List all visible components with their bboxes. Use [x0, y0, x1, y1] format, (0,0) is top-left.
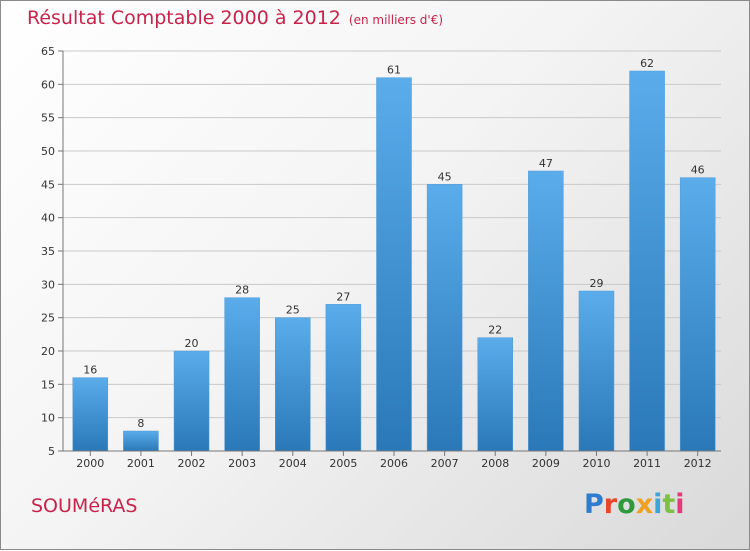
bar-2001	[123, 430, 159, 452]
bar-2007	[426, 184, 463, 452]
x-tick-label-2007: 2007	[431, 457, 459, 470]
chart-title-text: Résultat Comptable 2000 à 2012	[27, 7, 341, 29]
y-tick-label: 35	[41, 245, 55, 258]
logo-letter: P	[584, 489, 604, 520]
y-axis: 5 10 15 20 25 30 35 40 45 50 55 60 65	[41, 45, 64, 458]
data-label-2008: 22	[488, 324, 502, 337]
chart-title: Résultat Comptable 2000 à 2012 (en millie…	[27, 7, 443, 29]
data-label-2001: 8	[137, 417, 144, 430]
data-label-2000: 16	[83, 364, 97, 377]
x-tick-label-2009: 2009	[532, 457, 560, 470]
data-label-2002: 20	[185, 337, 199, 350]
logo-letter: o	[617, 489, 636, 520]
bar-2008	[477, 337, 513, 452]
y-tick-label: 40	[41, 212, 55, 225]
logo-letter: t	[662, 489, 676, 520]
bar-2012	[679, 177, 716, 452]
x-tick-label-2010: 2010	[582, 457, 610, 470]
x-tick-label-2000: 2000	[76, 457, 104, 470]
data-label-2006: 61	[387, 64, 401, 77]
y-tick-label: 5	[48, 445, 55, 458]
chart-subtitle: (en milliers d'€)	[348, 13, 444, 27]
bar-2002	[173, 350, 210, 452]
data-label-2009: 47	[539, 157, 553, 170]
commune-name: SOUMéRAS	[31, 495, 138, 517]
y-tick-label: 50	[41, 145, 55, 158]
y-tick-label: 60	[41, 78, 55, 91]
bar-2004	[275, 317, 311, 452]
data-label-2010: 29	[589, 277, 603, 290]
bar-2010	[578, 290, 615, 452]
x-tick-label-2002: 2002	[178, 457, 206, 470]
data-label-2004: 25	[286, 304, 300, 317]
logo-letter: r	[603, 489, 618, 520]
data-label-2012: 46	[691, 164, 705, 177]
y-tick-label: 10	[41, 412, 55, 425]
data-label-2005: 27	[336, 290, 350, 303]
bar-2006	[376, 77, 412, 452]
y-tick-label: 30	[41, 278, 55, 291]
bars: 16 8 20 28 25 27 61 45 22 47 29 62 46	[72, 57, 716, 452]
proxiti-logo[interactable]: Proxiti	[584, 489, 685, 520]
y-tick-label: 55	[41, 112, 55, 125]
x-axis: 2000 2001 2002 2003 2004 2005 2006 2007 2008 2009…	[63, 450, 721, 470]
logo-letter: i	[675, 489, 685, 520]
y-tick-label: 15	[41, 378, 55, 391]
bar-2000	[72, 377, 109, 452]
bar-2003	[224, 297, 260, 452]
x-tick-label-2011: 2011	[633, 457, 661, 470]
bar-2009	[528, 170, 564, 452]
x-tick-label-2008: 2008	[481, 457, 509, 470]
y-tick-label: 45	[41, 178, 55, 191]
x-tick-label-2012: 2012	[684, 457, 712, 470]
x-tick-label-2006: 2006	[380, 457, 408, 470]
data-label-2003: 28	[235, 284, 249, 297]
x-tick-label-2004: 2004	[279, 457, 307, 470]
x-tick-label-2005: 2005	[329, 457, 357, 470]
logo-letter: x	[635, 489, 654, 520]
y-tick-label: 25	[41, 312, 55, 325]
logo-letter: i	[653, 489, 663, 520]
x-tick-label-2001: 2001	[127, 457, 155, 470]
y-tick-label: 65	[41, 45, 55, 58]
y-tick-label: 20	[41, 345, 55, 358]
bar-2011	[629, 70, 665, 452]
x-tick-label-2003: 2003	[228, 457, 256, 470]
bar-2005	[325, 304, 362, 452]
data-label-2011: 62	[640, 57, 654, 70]
data-label-2007: 45	[438, 170, 452, 183]
